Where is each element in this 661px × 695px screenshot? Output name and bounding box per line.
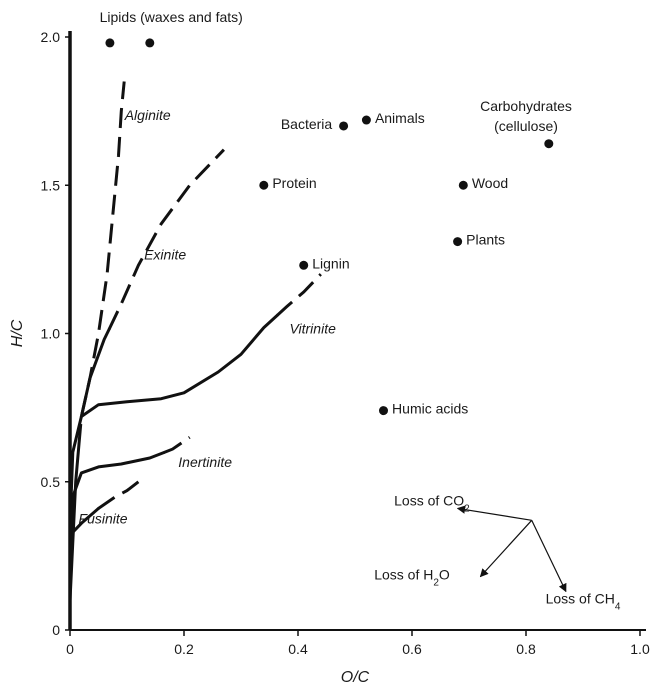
data-point (379, 406, 388, 416)
curve-alginite-dashed (77, 81, 126, 445)
point-label: Lipids (waxes and fats) (100, 9, 243, 25)
data-point (339, 121, 349, 131)
loss-label: Loss of H2O (374, 567, 450, 589)
curve-exinite-dashed (107, 148, 225, 330)
point-label: Plants (466, 232, 505, 248)
data-point (105, 38, 115, 48)
y-tick-label: 0 (52, 622, 60, 638)
point-label-line2: (cellulose) (494, 118, 558, 134)
curve-vitrinite-dashed (276, 273, 322, 317)
curve-fusinite-solid (68, 507, 100, 573)
curve-inertinite-solid (68, 451, 166, 558)
curve-label-vitrinite: Vitrinite (289, 321, 336, 337)
data-point (453, 237, 463, 247)
y-tick-label: 1.0 (41, 326, 61, 342)
y-tick-label: 0.5 (41, 474, 61, 490)
curve-vitrinite-solid (68, 313, 279, 528)
x-axis-label: O/C (341, 669, 370, 686)
loss-vectors: Loss of CO2 Loss of H2O Loss of CH4 (374, 492, 621, 611)
curve-exinite-solid (79, 327, 111, 418)
point-label: Animals (375, 110, 425, 126)
x-tick-label: 0.4 (288, 641, 308, 657)
data-points: Lipids (waxes and fats) Bacteria Animals Ca… (100, 9, 572, 416)
point-label: Bacteria (281, 116, 333, 132)
x-tick-label: 1.0 (630, 641, 650, 657)
loss-label: Loss of CO2 (394, 492, 470, 513)
point-label: Humic acids (392, 401, 468, 417)
curve-label-exinite: Exinite (144, 246, 186, 262)
x-tick-label: 0.2 (174, 641, 194, 657)
loss-arrow (456, 505, 532, 521)
x-tick-label: 0 (66, 641, 74, 657)
point-label: Carbohydrates (480, 98, 572, 114)
y-tick-label: 1.5 (41, 177, 61, 193)
data-point (361, 115, 371, 125)
x-tick-label: 0.8 (516, 641, 536, 657)
y-tick-label: 2.0 (41, 29, 61, 45)
point-label: Protein (272, 175, 316, 191)
data-point (259, 180, 269, 190)
curve-label-inertinite: Inertinite (178, 454, 232, 470)
loss-label: Loss of CH4 (546, 590, 621, 612)
y-axis-label: H/C (9, 319, 26, 347)
point-label: Lignin (312, 255, 349, 271)
loss-arrow (531, 520, 567, 593)
data-point (458, 180, 468, 190)
curve-fusinite-dashed (97, 480, 140, 510)
data-point (299, 260, 309, 270)
curve-label-alginite: Alginite (124, 107, 171, 123)
curve-inertinite-dashed (163, 436, 191, 454)
curve-label-fusinite: Fusinite (79, 510, 128, 526)
data-point (145, 38, 155, 48)
loss-arrow (479, 519, 533, 578)
data-point (544, 139, 554, 149)
maceral-curves: Alginite Exinite Vitrinite Inertinite Fusini… (68, 81, 336, 602)
x-tick-label: 0.6 (402, 641, 422, 657)
point-label: Wood (472, 175, 508, 191)
